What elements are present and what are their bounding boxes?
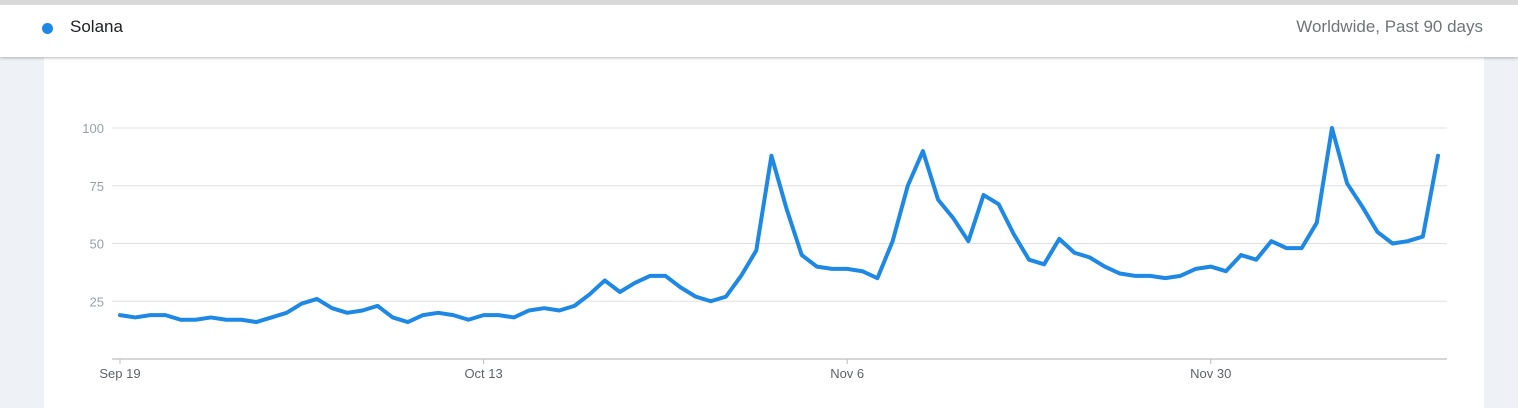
series-color-dot: [42, 23, 53, 34]
region-period-label: Worldwide, Past 90 days: [1296, 17, 1483, 36]
chart-header: Solana Worldwide, Past 90 days: [0, 0, 1518, 57]
chart-card: [44, 57, 1484, 408]
series-legend-label[interactable]: Solana: [70, 17, 123, 36]
